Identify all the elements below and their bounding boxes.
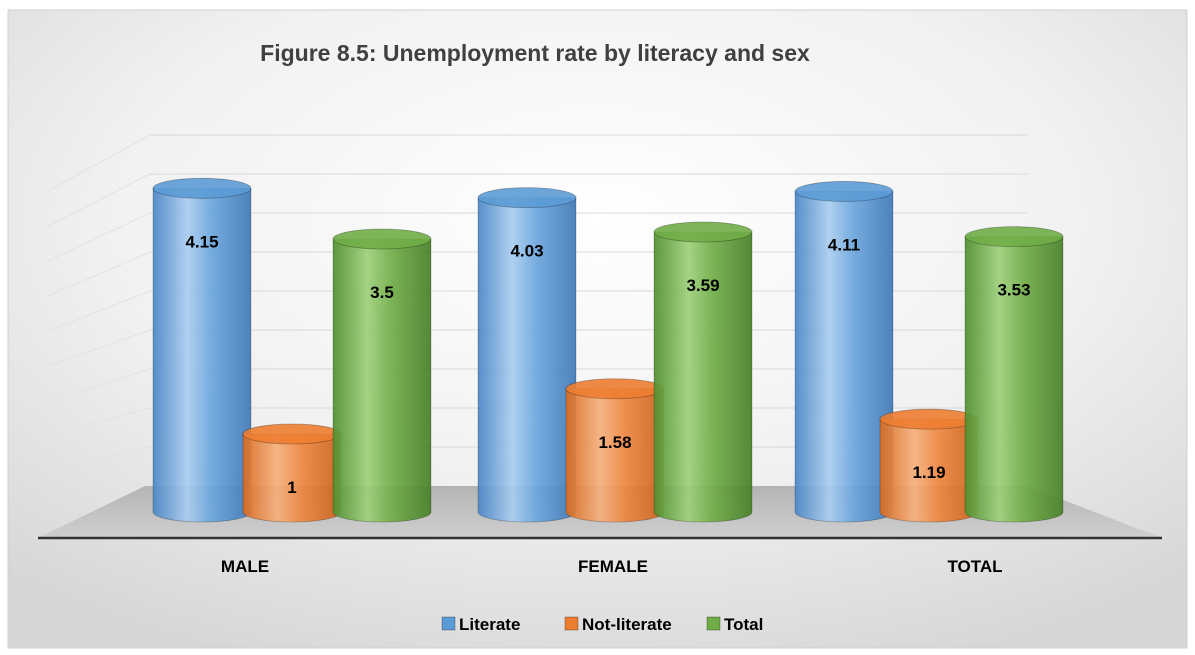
legend-swatch <box>564 616 579 631</box>
bar-body <box>565 388 665 523</box>
data-label: 1 <box>287 478 296 497</box>
bar-total-male: 3.5 <box>332 228 432 523</box>
category-label: MALE <box>221 557 269 576</box>
data-label: 3.53 <box>997 281 1030 300</box>
data-label: 4.03 <box>510 242 543 261</box>
bar-cap <box>653 221 753 243</box>
bar-literate-male: 4.15 <box>152 177 252 523</box>
bar-cap <box>794 181 894 202</box>
gridline-side <box>47 368 151 402</box>
bar-literate-total: 4.11 <box>794 181 894 523</box>
bar-total-total: 3.53 <box>964 226 1064 523</box>
gridline-side <box>47 134 151 192</box>
bars: 4.15 4.03 4.11 1 1.58 1.19 3.5 3.59 3.53 <box>152 177 1064 523</box>
bar-literate-female: 4.03 <box>477 187 577 523</box>
data-label: 1.58 <box>598 433 631 452</box>
data-label: 3.5 <box>370 283 394 302</box>
data-label: 4.15 <box>185 232 218 251</box>
gridline-side <box>47 251 151 297</box>
category-label: TOTAL <box>947 557 1002 576</box>
gridline-side <box>47 407 151 437</box>
bar-cap <box>477 187 577 209</box>
bar-cap <box>152 177 252 199</box>
bar-body <box>653 231 753 523</box>
bar-body <box>964 236 1064 523</box>
gridline-side <box>47 212 151 262</box>
legend: Literate Not-literate Total <box>441 615 763 634</box>
data-label: 3.59 <box>686 276 719 295</box>
bar-not-literate-total: 1.19 <box>879 408 979 523</box>
legend-swatch <box>441 616 456 631</box>
bar-cap <box>242 423 342 445</box>
bar-body <box>332 238 432 523</box>
bar-not-literate-male: 1 <box>242 423 342 523</box>
chart-title: Figure 8.5: Unemployment rate by literac… <box>260 40 810 66</box>
legend-label: Not-literate <box>582 615 672 634</box>
bar-not-literate-female: 1.58 <box>565 378 665 523</box>
gridline-side <box>47 173 151 227</box>
bar-cap <box>332 228 432 250</box>
bar-total-female: 3.59 <box>653 221 753 523</box>
data-label: 1.19 <box>912 463 945 482</box>
legend-swatch <box>706 616 721 631</box>
category-labels: MALE FEMALE TOTAL <box>221 557 1003 576</box>
gridline-side <box>47 290 151 332</box>
legend-label: Literate <box>459 615 520 634</box>
gridline-side <box>47 329 151 367</box>
bar-cap <box>565 378 665 400</box>
data-label: 4.11 <box>828 235 860 254</box>
category-label: FEMALE <box>578 557 648 576</box>
gridline-side <box>47 446 151 472</box>
bar-cap <box>964 226 1064 248</box>
bar-cap <box>879 408 979 430</box>
legend-label: Total <box>724 615 763 634</box>
